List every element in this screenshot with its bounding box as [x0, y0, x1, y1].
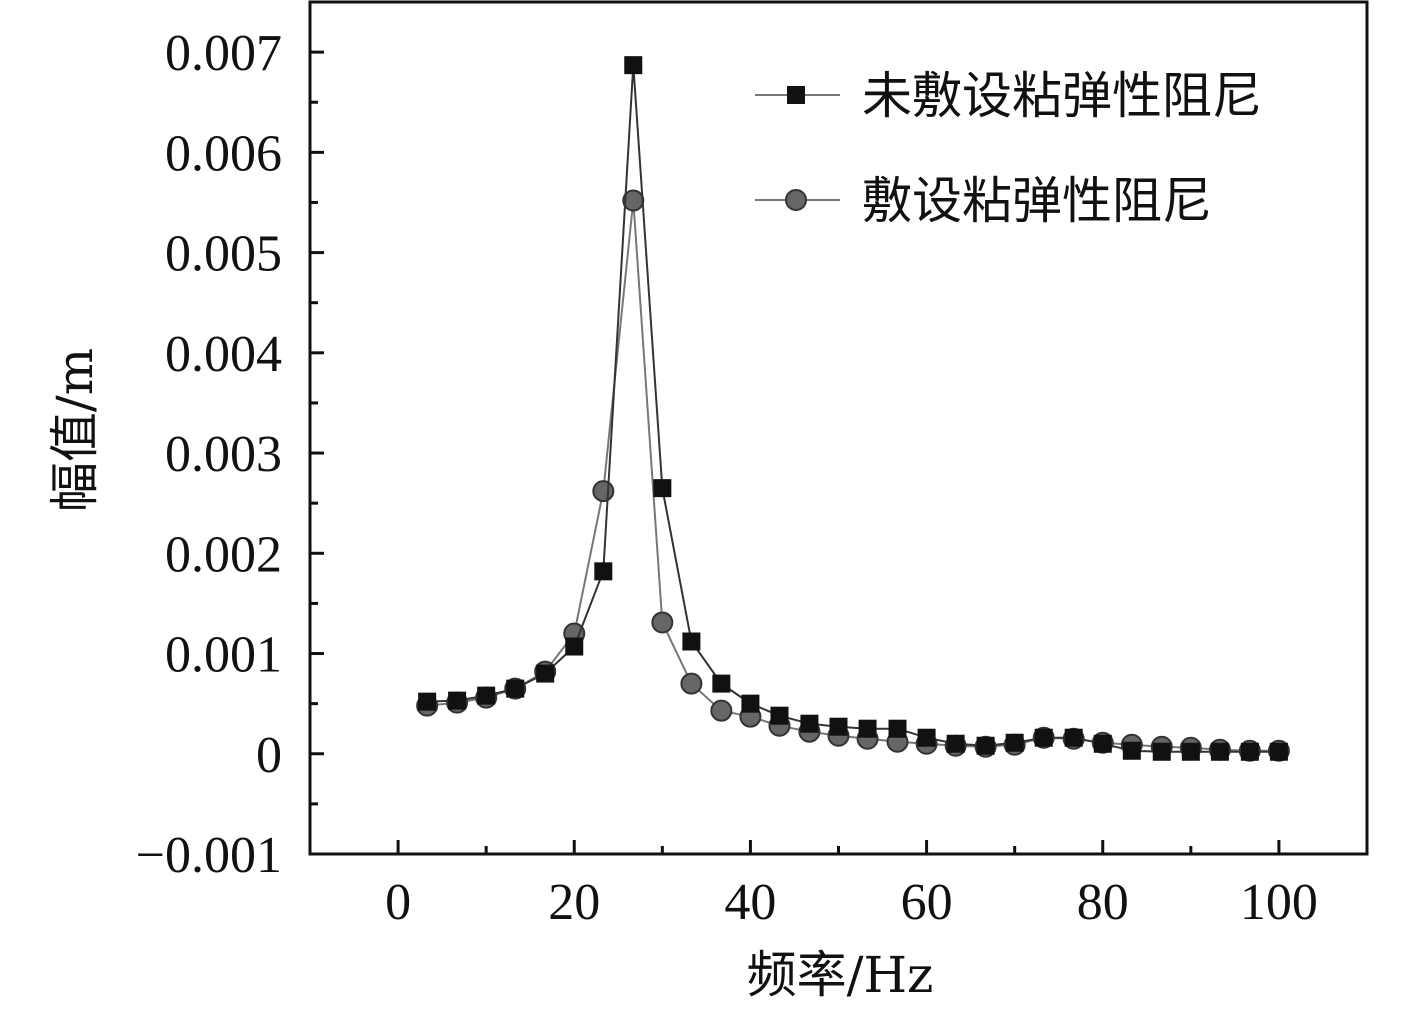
y-tick-label-3: 0.002	[165, 526, 282, 583]
series-1-point-11	[741, 694, 760, 713]
series-1-point-4	[536, 664, 555, 683]
series-1-point-2	[477, 686, 496, 705]
legend-label-series-1: 未敷设粘弹性阻尼	[862, 67, 1262, 125]
series-1-point-12	[770, 706, 789, 725]
series-1-point-0	[418, 692, 437, 711]
series-2-point-10	[710, 699, 733, 722]
series-1-point-5	[565, 637, 584, 656]
x-axis-title: 频率/Hz	[747, 946, 934, 1004]
series-layer	[416, 56, 1290, 762]
x-tick-label-2: 40	[724, 874, 776, 931]
series-1-point-28	[1240, 742, 1259, 761]
legend: 未敷设粘弹性阻尼 敷设粘弹性阻尼	[755, 67, 1262, 230]
y-axis-title: 幅值/m	[46, 348, 104, 512]
series-1-point-26	[1181, 742, 1200, 761]
ticks-layer: 0 20 40 60 80 100 −0.001 0 0.001 0.002 0.003 0.004 0…	[136, 25, 1318, 931]
y-tick-label-4: 0.003	[165, 426, 282, 483]
series-1-point-21	[1034, 728, 1053, 747]
series-1-point-25	[1152, 742, 1171, 761]
y-tick-label-5: 0.004	[165, 326, 282, 383]
series-1-point-19	[976, 736, 995, 755]
series-1-point-10	[712, 674, 731, 693]
x-tick-label-0: 0	[385, 874, 411, 931]
series-1-point-15	[858, 719, 877, 738]
series-1-point-13	[800, 714, 819, 733]
series-1-point-6	[594, 562, 613, 581]
x-tick-label-3: 60	[901, 874, 953, 931]
series-1-point-18	[946, 734, 965, 753]
series-1-point-16	[888, 719, 907, 738]
series-1-point-22	[1064, 728, 1083, 747]
series-1-point-1	[448, 691, 467, 710]
series-1-line	[427, 65, 1279, 753]
y-tick-label-0: −0.001	[136, 827, 282, 884]
series-1-point-9	[682, 632, 701, 651]
series-1-point-27	[1210, 742, 1229, 761]
series-1-point-3	[506, 679, 525, 698]
series-1-point-17	[917, 728, 936, 747]
series-1-point-23	[1093, 734, 1112, 753]
legend-label-series-2: 敷设粘弹性阻尼	[862, 172, 1212, 230]
series-1-point-8	[653, 479, 672, 498]
y-tick-label-8: 0.007	[165, 25, 282, 82]
y-tick-label-7: 0.006	[165, 125, 282, 182]
legend-marker-series-2	[785, 189, 807, 211]
series-1-point-20	[1005, 733, 1024, 752]
y-tick-label-2: 0.001	[165, 627, 282, 684]
y-tick-label-1: 0	[256, 727, 282, 784]
x-tick-label-5: 100	[1240, 874, 1318, 931]
series-1-point-24	[1122, 741, 1141, 760]
legend-marker-series-1	[787, 86, 805, 104]
y-tick-label-6: 0.005	[165, 226, 282, 283]
series-1-point-7	[624, 56, 643, 75]
series-1-point-29	[1269, 742, 1288, 761]
series-2-point-8	[651, 611, 674, 634]
series-1-point-14	[829, 717, 848, 736]
series-2-point-6	[592, 480, 615, 503]
x-tick-label-4: 80	[1077, 874, 1129, 931]
series-2-point-9	[680, 672, 703, 695]
x-tick-label-1: 20	[548, 874, 600, 931]
